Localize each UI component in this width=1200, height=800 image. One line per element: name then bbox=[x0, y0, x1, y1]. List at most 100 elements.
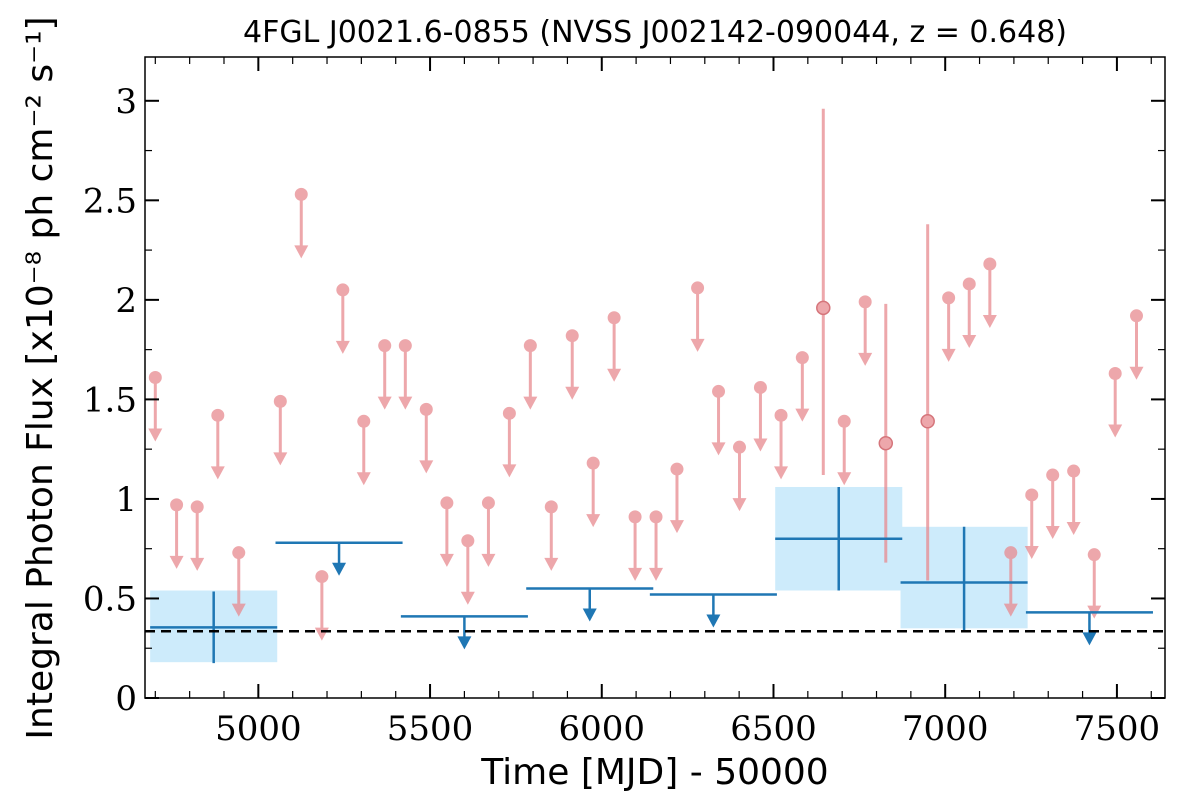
y-axis-title: Integral Photon Flux [x10⁻⁸ ph cm⁻² s⁻¹] bbox=[20, 16, 61, 739]
x-axis: 5000 5500 6000 6500 7000 7500 bbox=[154, 57, 1160, 749]
upper-limit-arrowhead bbox=[377, 396, 392, 410]
plot-frame bbox=[144, 56, 1166, 699]
yearly-upper-limit-arrowhead bbox=[706, 614, 721, 628]
y-tick-label: 0 bbox=[115, 679, 137, 719]
upper-limit-point bbox=[670, 462, 684, 476]
upper-limit-point bbox=[649, 510, 663, 524]
yearly-upper-limit bbox=[649, 593, 777, 628]
upper-limit-arrowhead bbox=[439, 553, 454, 567]
y-axis: 0 0.5 1 1.5 2 2.5 3 bbox=[83, 82, 1165, 719]
monthly-upper-limit bbox=[649, 510, 664, 581]
y-tick-label: 0.5 bbox=[83, 579, 137, 619]
monthly-upper-limit bbox=[398, 339, 413, 410]
monthly-upper-limit bbox=[586, 456, 601, 528]
upper-limit-arrowhead bbox=[837, 472, 852, 486]
upper-limit-point bbox=[1067, 464, 1081, 478]
monthly-upper-limit bbox=[1024, 488, 1039, 559]
upper-limit-arrowhead bbox=[732, 498, 747, 512]
upper-limit-point bbox=[858, 295, 872, 309]
detection-point bbox=[816, 300, 831, 316]
upper-limit-arrowhead bbox=[607, 368, 622, 382]
yearly-upper-limit bbox=[400, 615, 528, 650]
upper-limit-point bbox=[774, 408, 788, 422]
upper-limit-point bbox=[1087, 548, 1101, 562]
monthly-upper-limit bbox=[690, 281, 705, 352]
upper-limit-point bbox=[942, 291, 956, 305]
monthly-upper-limit bbox=[1066, 464, 1081, 536]
upper-limit-point bbox=[962, 277, 976, 291]
upper-limit-point bbox=[398, 339, 412, 353]
yearly-detection bbox=[900, 526, 1028, 631]
upper-limit-arrowhead bbox=[398, 396, 413, 410]
monthly-upper-limit bbox=[190, 500, 205, 571]
upper-limit-arrowhead bbox=[649, 567, 664, 581]
monthly-upper-limit bbox=[607, 311, 622, 382]
upper-limit-arrowhead bbox=[460, 591, 475, 605]
upper-limit-point bbox=[357, 414, 371, 428]
monthly-upper-limit bbox=[1045, 468, 1060, 540]
monthly-upper-limit bbox=[439, 496, 454, 567]
upper-limit-arrowhead bbox=[169, 555, 184, 569]
monthly-detection bbox=[878, 303, 894, 563]
monthly-upper-limit bbox=[148, 371, 163, 442]
upper-limit-arrowhead bbox=[628, 567, 643, 581]
yearly-upper-limit-arrowhead bbox=[582, 608, 597, 622]
upper-limit-arrowhead bbox=[544, 557, 559, 571]
monthly-upper-limit bbox=[795, 351, 810, 422]
upper-limit-point bbox=[1025, 488, 1039, 502]
upper-limit-arrowhead bbox=[502, 464, 517, 478]
upper-limit-point bbox=[753, 380, 767, 394]
upper-limit-arrowhead bbox=[669, 520, 684, 534]
upper-limit-point bbox=[795, 351, 809, 365]
monthly-upper-limit bbox=[1129, 309, 1144, 380]
upper-limit-point bbox=[378, 339, 392, 353]
upper-limit-arrowhead bbox=[565, 386, 580, 400]
monthly-upper-limit bbox=[565, 329, 580, 400]
upper-limit-point bbox=[148, 371, 162, 384]
upper-limit-point bbox=[502, 406, 516, 420]
y-tick-label: 1.5 bbox=[83, 380, 137, 420]
monthly-upper-limit bbox=[711, 384, 726, 456]
upper-limit-point bbox=[732, 440, 746, 454]
upper-limit-point bbox=[628, 510, 642, 524]
monthly-upper-limit bbox=[356, 414, 371, 486]
x-tick-label: 7000 bbox=[902, 709, 989, 749]
upper-limit-arrowhead bbox=[1108, 424, 1123, 438]
upper-limit-point bbox=[336, 283, 350, 297]
upper-limit-arrowhead bbox=[690, 338, 705, 352]
upper-limit-arrowhead bbox=[481, 553, 496, 567]
y-tick-label: 2 bbox=[115, 281, 137, 321]
upper-limit-point bbox=[190, 500, 204, 514]
upper-limit-point bbox=[294, 187, 308, 201]
monthly-upper-limit bbox=[941, 291, 956, 362]
monthly-upper-limit bbox=[753, 380, 768, 452]
monthly-upper-limit bbox=[335, 283, 350, 354]
upper-limit-arrowhead bbox=[1066, 522, 1081, 536]
upper-limit-arrowhead bbox=[1024, 545, 1039, 559]
yearly-detection bbox=[775, 486, 903, 591]
monthly-upper-limit bbox=[523, 339, 538, 410]
monthly-upper-limit bbox=[210, 408, 225, 480]
upper-limit-arrowhead bbox=[753, 438, 768, 452]
upper-limit-arrowhead bbox=[190, 557, 205, 571]
upper-limit-point bbox=[440, 496, 454, 510]
monthly-upper-limit bbox=[1108, 367, 1123, 438]
upper-limit-point bbox=[211, 408, 225, 422]
upper-limit-arrowhead bbox=[586, 514, 601, 528]
upper-limit-point bbox=[481, 496, 495, 510]
yearly-upper-limit-arrowhead bbox=[332, 562, 347, 576]
upper-limit-arrowhead bbox=[962, 334, 977, 348]
monthly-upper-limit bbox=[481, 496, 496, 567]
monthly-detection bbox=[816, 108, 831, 476]
upper-limit-point bbox=[983, 257, 997, 271]
upper-limit-point bbox=[544, 500, 558, 514]
y-tick-label: 3 bbox=[115, 82, 137, 122]
monthly-upper-limit bbox=[502, 406, 517, 478]
upper-limit-point bbox=[607, 311, 621, 325]
monthly-upper-limit bbox=[294, 187, 309, 259]
monthly-upper-limit bbox=[544, 500, 559, 571]
upper-limit-arrowhead bbox=[356, 472, 371, 486]
x-tick-label: 6500 bbox=[730, 709, 817, 749]
upper-limit-arrowhead bbox=[210, 466, 225, 480]
